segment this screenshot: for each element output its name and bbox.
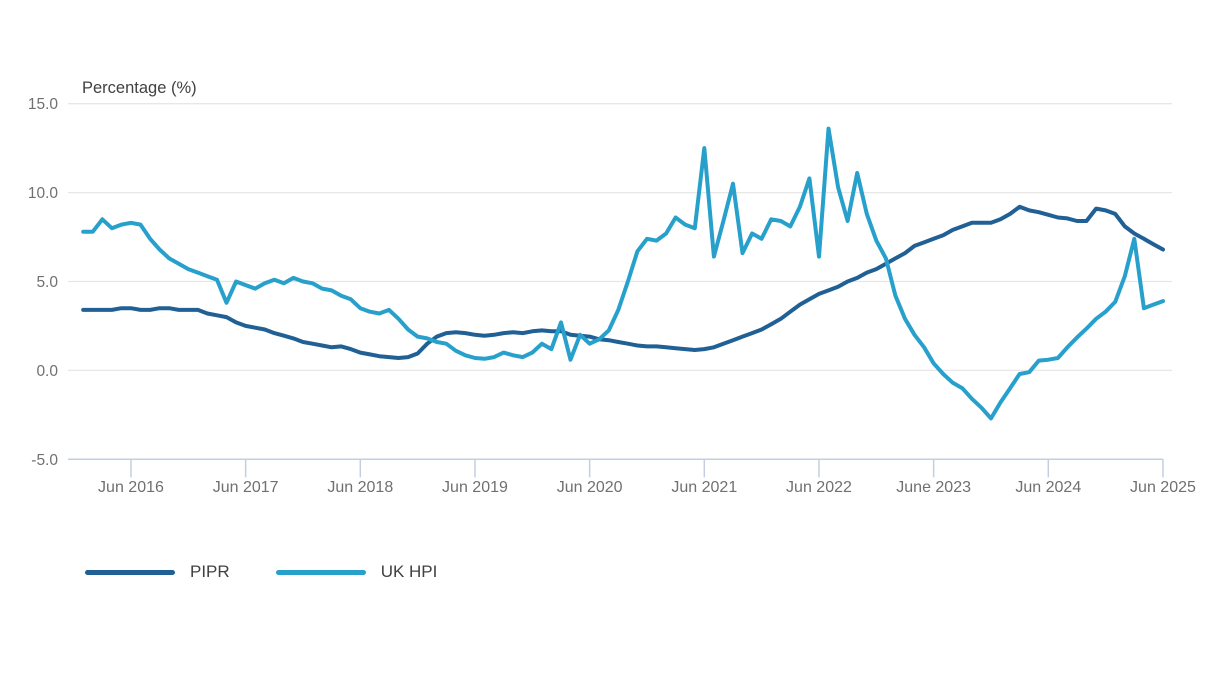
pipr-line [81,204,1165,360]
y-axis-title: Percentage (%) [82,79,197,97]
x-tick-label: June 2023 [896,479,971,496]
y-tick-label: -5.0 [31,452,58,469]
legend-swatch-uk-hpi [275,569,366,575]
legend-label-uk-hpi: UK HPI [380,562,438,581]
uk-hpi-line [81,126,1165,421]
x-tick-label: Jun 2024 [1015,479,1081,496]
x-tick-label: Jun 2019 [442,479,508,496]
y-tick-label: 15.0 [28,96,59,113]
legend-swatch-pipr [85,569,175,575]
x-tick-label: Jun 2018 [327,479,393,496]
x-tick-label: Jun 2022 [786,479,852,496]
x-tick-label: Jun 2016 [98,479,164,496]
x-tick-label: Jun 2025 [1130,479,1196,496]
x-tick-label: Jun 2017 [213,479,279,496]
y-tick-label: 0.0 [36,363,58,380]
x-tick-label: Jun 2020 [557,479,623,496]
legend-label-pipr: PIPR [190,562,230,581]
x-tick-label: Jun 2021 [671,479,737,496]
y-tick-label: 5.0 [36,274,58,291]
legend: PIPR UK HPI [85,562,437,582]
y-tick-label: 10.0 [28,185,59,202]
